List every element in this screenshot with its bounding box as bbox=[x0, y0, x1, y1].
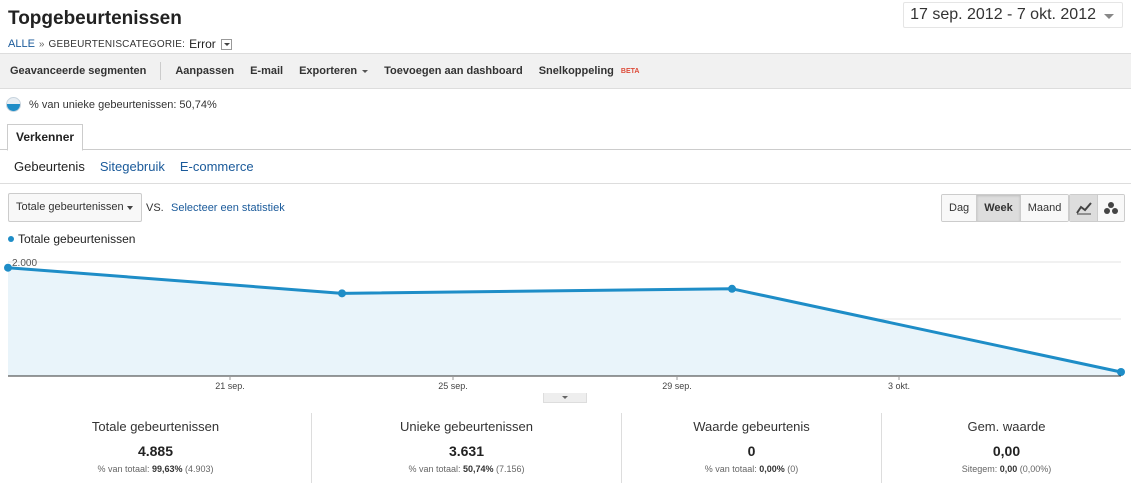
data-point bbox=[728, 284, 736, 293]
select-statistic-link[interactable]: Selecteer een statistiek bbox=[171, 202, 285, 214]
shortcut-label: Snelkoppeling bbox=[538, 65, 614, 77]
series-area bbox=[8, 267, 1121, 376]
stat-sub: % van totaal: 99,63% (4.903) bbox=[97, 464, 214, 474]
breadcrumb-category-label: GEBEURTENISCATEGORIE: bbox=[48, 38, 186, 50]
stat-value: 3.631 bbox=[448, 443, 485, 459]
toolbar-divider bbox=[160, 62, 162, 80]
shortcut-button[interactable]: Snelkoppeling BETA bbox=[531, 65, 648, 77]
stat-label: Gem. waarde bbox=[967, 419, 1046, 434]
y-tick-label: 2.000 bbox=[12, 258, 37, 269]
legend-label: Totale gebeurtenissen bbox=[18, 232, 136, 246]
period-month-button[interactable]: Maand bbox=[1019, 195, 1069, 221]
x-tick-label: 3 okt. bbox=[888, 381, 910, 391]
breadcrumb-category-value: Error bbox=[189, 37, 216, 51]
report-tabs: Verkenner bbox=[0, 124, 1131, 151]
stat-sub: % van totaal: 50,74% (7.156) bbox=[408, 464, 525, 474]
stat-value: 0 bbox=[747, 443, 756, 459]
stat-total-events: Totale gebeurtenissen 4.885 % van totaal… bbox=[0, 413, 312, 483]
stat-value: 4.885 bbox=[137, 443, 174, 459]
stat-unique-events: Unieke gebeurtenissen 3.631 % van totaal… bbox=[312, 413, 622, 483]
chevron-down-icon bbox=[1104, 13, 1114, 19]
divider bbox=[0, 183, 1131, 184]
date-range-picker[interactable]: 17 sep. 2012 - 7 okt. 2012 bbox=[903, 2, 1123, 28]
tab-explorer[interactable]: Verkenner bbox=[7, 124, 84, 151]
customize-button[interactable]: Aanpassen bbox=[175, 65, 235, 77]
export-label: Exporteren bbox=[299, 65, 358, 77]
x-tick-label: 29 sep. bbox=[662, 381, 692, 391]
stat-label: Unieke gebeurtenissen bbox=[400, 419, 533, 434]
report-toolbar: Geavanceerde segmenten Aanpassen E-mail … bbox=[0, 53, 1131, 89]
chevron-down-icon bbox=[362, 69, 369, 73]
stat-value: 0,00 bbox=[992, 443, 1021, 459]
stat-event-value: Waarde gebeurtenis 0 % van totaal: 0,00%… bbox=[622, 413, 882, 483]
explorer-subtabs: Gebeurtenis Sitegebruik E-commerce bbox=[14, 159, 254, 174]
subtab-ecommerce[interactable]: E-commerce bbox=[179, 159, 254, 174]
export-button[interactable]: Exporteren bbox=[291, 65, 376, 77]
metric-select[interactable]: Totale gebeurtenissen bbox=[8, 193, 142, 222]
data-point bbox=[1117, 368, 1125, 377]
email-button[interactable]: E-mail bbox=[250, 65, 284, 77]
breadcrumb: ALLE » GEBEURTENISCATEGORIE: Error bbox=[8, 37, 232, 51]
stat-avg-value: Gem. waarde 0,00 Sitegem: 0,00 (0,00%) bbox=[882, 413, 1131, 483]
summary-stats: Totale gebeurtenissen 4.885 % van totaal… bbox=[0, 413, 1131, 487]
chart-legend: Totale gebeurtenissen bbox=[8, 232, 135, 246]
motion-chart-icon[interactable] bbox=[1097, 195, 1124, 221]
data-point bbox=[338, 289, 346, 298]
line-chart-icon[interactable] bbox=[1070, 195, 1097, 221]
stat-label: Waarde gebeurtenis bbox=[693, 419, 810, 434]
subtab-site-usage[interactable]: Sitegebruik bbox=[99, 159, 165, 174]
date-range-text: 17 sep. 2012 - 7 okt. 2012 bbox=[910, 6, 1096, 23]
sampling-text: % van unieke gebeurtenissen: 50,74% bbox=[29, 98, 217, 111]
breadcrumb-dropdown-icon[interactable] bbox=[220, 38, 232, 50]
data-point bbox=[4, 263, 12, 272]
add-to-dashboard-button[interactable]: Toevoegen aan dashboard bbox=[384, 65, 523, 77]
x-tick-label: 25 sep. bbox=[438, 381, 468, 391]
breadcrumb-all-link[interactable]: ALLE bbox=[8, 38, 35, 50]
sampling-indicator: % van unieke gebeurtenissen: 50,74% bbox=[6, 97, 217, 112]
vs-label: VS. bbox=[146, 202, 164, 214]
stat-sub: Sitegem: 0,00 (0,00%) bbox=[961, 464, 1052, 474]
page-title: Topgebeurtenissen bbox=[8, 8, 182, 29]
stat-label: Totale gebeurtenissen bbox=[91, 419, 220, 434]
period-switch: Dag Week Maand bbox=[941, 194, 1070, 222]
subtab-event[interactable]: Gebeurtenis bbox=[14, 159, 85, 174]
period-day-button[interactable]: Dag bbox=[942, 195, 977, 221]
pie-icon bbox=[6, 97, 21, 112]
period-week-button[interactable]: Week bbox=[976, 195, 1020, 221]
x-tick-label: 21 sep. bbox=[215, 381, 245, 391]
series-line bbox=[7, 266, 1122, 374]
beta-badge: BETA bbox=[620, 67, 640, 75]
chart-type-switch bbox=[1069, 194, 1125, 222]
stat-sub: % van totaal: 0,00% (0) bbox=[704, 464, 799, 474]
advanced-segments-button[interactable]: Geavanceerde segmenten bbox=[10, 65, 147, 77]
breadcrumb-separator: » bbox=[38, 38, 45, 50]
legend-dot bbox=[8, 236, 14, 242]
collapse-chart-toggle[interactable] bbox=[543, 393, 587, 403]
